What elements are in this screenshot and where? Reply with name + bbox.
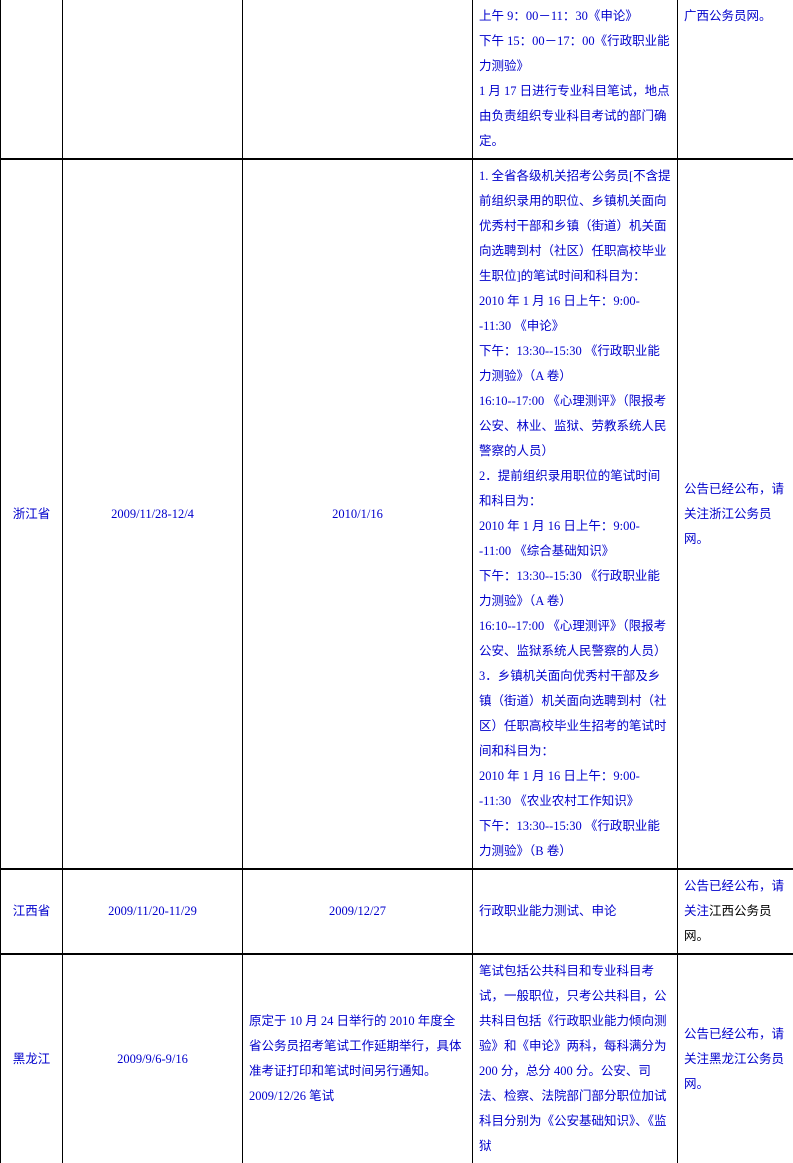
examdate-cell: 2009/12/27 [243,869,473,954]
notice-cell: 公告已经公布，请关注江西公务员网。 [678,869,793,954]
examdate-cell [243,0,473,159]
regdate-cell: 2009/11/20-11/29 [63,869,243,954]
notice-cell: 广西公务员网。 [678,0,793,159]
province-cell: 黑龙江 [1,954,63,1163]
regdate-cell: 2009/9/6-9/16 [63,954,243,1163]
details-cell: 笔试包括公共科目和专业科目考试，一般职位，只考公共科目，公共科目包括《行政职业能… [473,954,678,1163]
regdate-cell [63,0,243,159]
notice-cell: 公告已经公布，请关注浙江公务员网。 [678,159,793,869]
province-cell [1,0,63,159]
details-cell: 行政职业能力测试、申论 [473,869,678,954]
regdate-cell: 2009/11/28-12/4 [63,159,243,869]
examdate-cell: 原定于 10 月 24 日举行的 2010 年度全省公务员招考笔试工作延期举行，… [243,954,473,1163]
details-cell: 1. 全省各级机关招考公务员[不含提前组织录用的职位、乡镇机关面向优秀村干部和乡… [473,159,678,869]
details-cell: 上午 9：00－11：30《申论》下午 15：00－17：00《行政职业能力测验… [473,0,678,159]
notice-cell: 公告已经公布，请关注黑龙江公务员网。 [678,954,793,1163]
province-cell: 浙江省 [1,159,63,869]
table-row: 黑龙江 2009/9/6-9/16 原定于 10 月 24 日举行的 2010 … [1,954,793,1163]
examdate-cell: 2010/1/16 [243,159,473,869]
schedule-table: 上午 9：00－11：30《申论》下午 15：00－17：00《行政职业能力测验… [0,0,793,1163]
table-row: 上午 9：00－11：30《申论》下午 15：00－17：00《行政职业能力测验… [1,0,793,159]
table-row: 浙江省 2009/11/28-12/4 2010/1/16 1. 全省各级机关招… [1,159,793,869]
table-row: 江西省 2009/11/20-11/29 2009/12/27 行政职业能力测试… [1,869,793,954]
province-cell: 江西省 [1,869,63,954]
